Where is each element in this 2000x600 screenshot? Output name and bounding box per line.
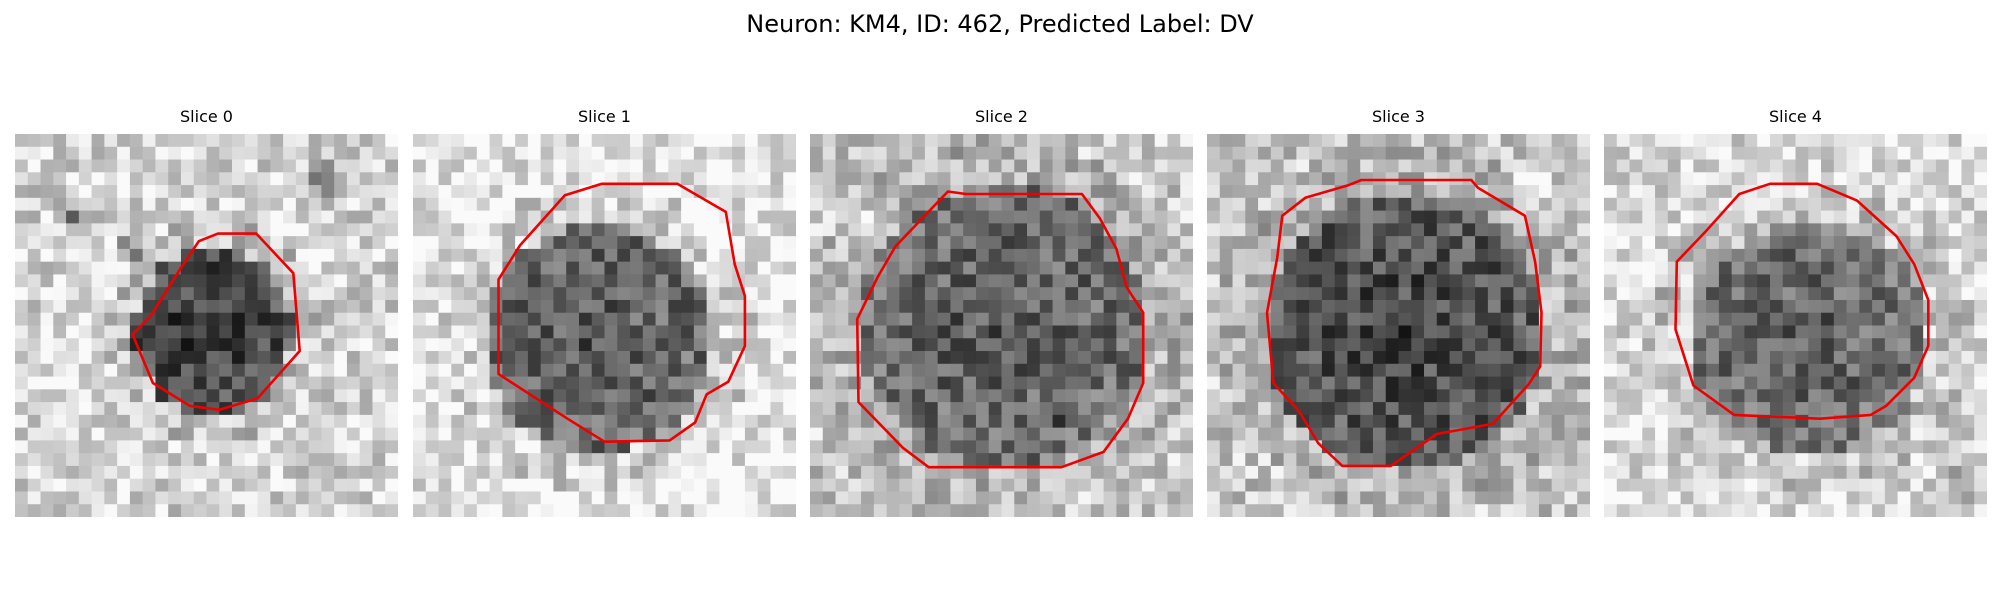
contour-outline-2 [855, 190, 1145, 469]
contour-outline-1 [497, 182, 747, 444]
slice-panel-4: Slice 4 [1604, 106, 1987, 517]
slice-image-1 [413, 134, 796, 517]
slice-panel-3: Slice 3 [1207, 106, 1590, 517]
slice-panel-0: Slice 0 [15, 106, 398, 517]
slice-svg-3 [1207, 134, 1590, 517]
figure-title: Neuron: KM4, ID: 462, Predicted Label: D… [746, 10, 1254, 38]
slice-title-1: Slice 1 [578, 107, 631, 126]
slice-image-3 [1207, 134, 1590, 517]
slice-panel-2: Slice 2 [810, 106, 1193, 517]
slice-title-0: Slice 0 [180, 107, 233, 126]
slice-svg-1 [413, 134, 796, 517]
slice-image-2 [810, 134, 1193, 517]
slice-title-2: Slice 2 [975, 107, 1028, 126]
slice-title-3: Slice 3 [1372, 107, 1425, 126]
contour-outline-4 [1674, 182, 1930, 421]
slice-title-4: Slice 4 [1769, 107, 1822, 126]
contour-outline-3 [1265, 178, 1543, 468]
contour-outline-0 [131, 232, 302, 412]
slice-svg-4 [1604, 134, 1987, 517]
slice-image-4 [1604, 134, 1987, 517]
slice-image-0 [15, 134, 398, 517]
slice-svg-0 [15, 134, 398, 517]
slice-svg-2 [810, 134, 1193, 517]
slice-panel-1: Slice 1 [413, 106, 796, 517]
